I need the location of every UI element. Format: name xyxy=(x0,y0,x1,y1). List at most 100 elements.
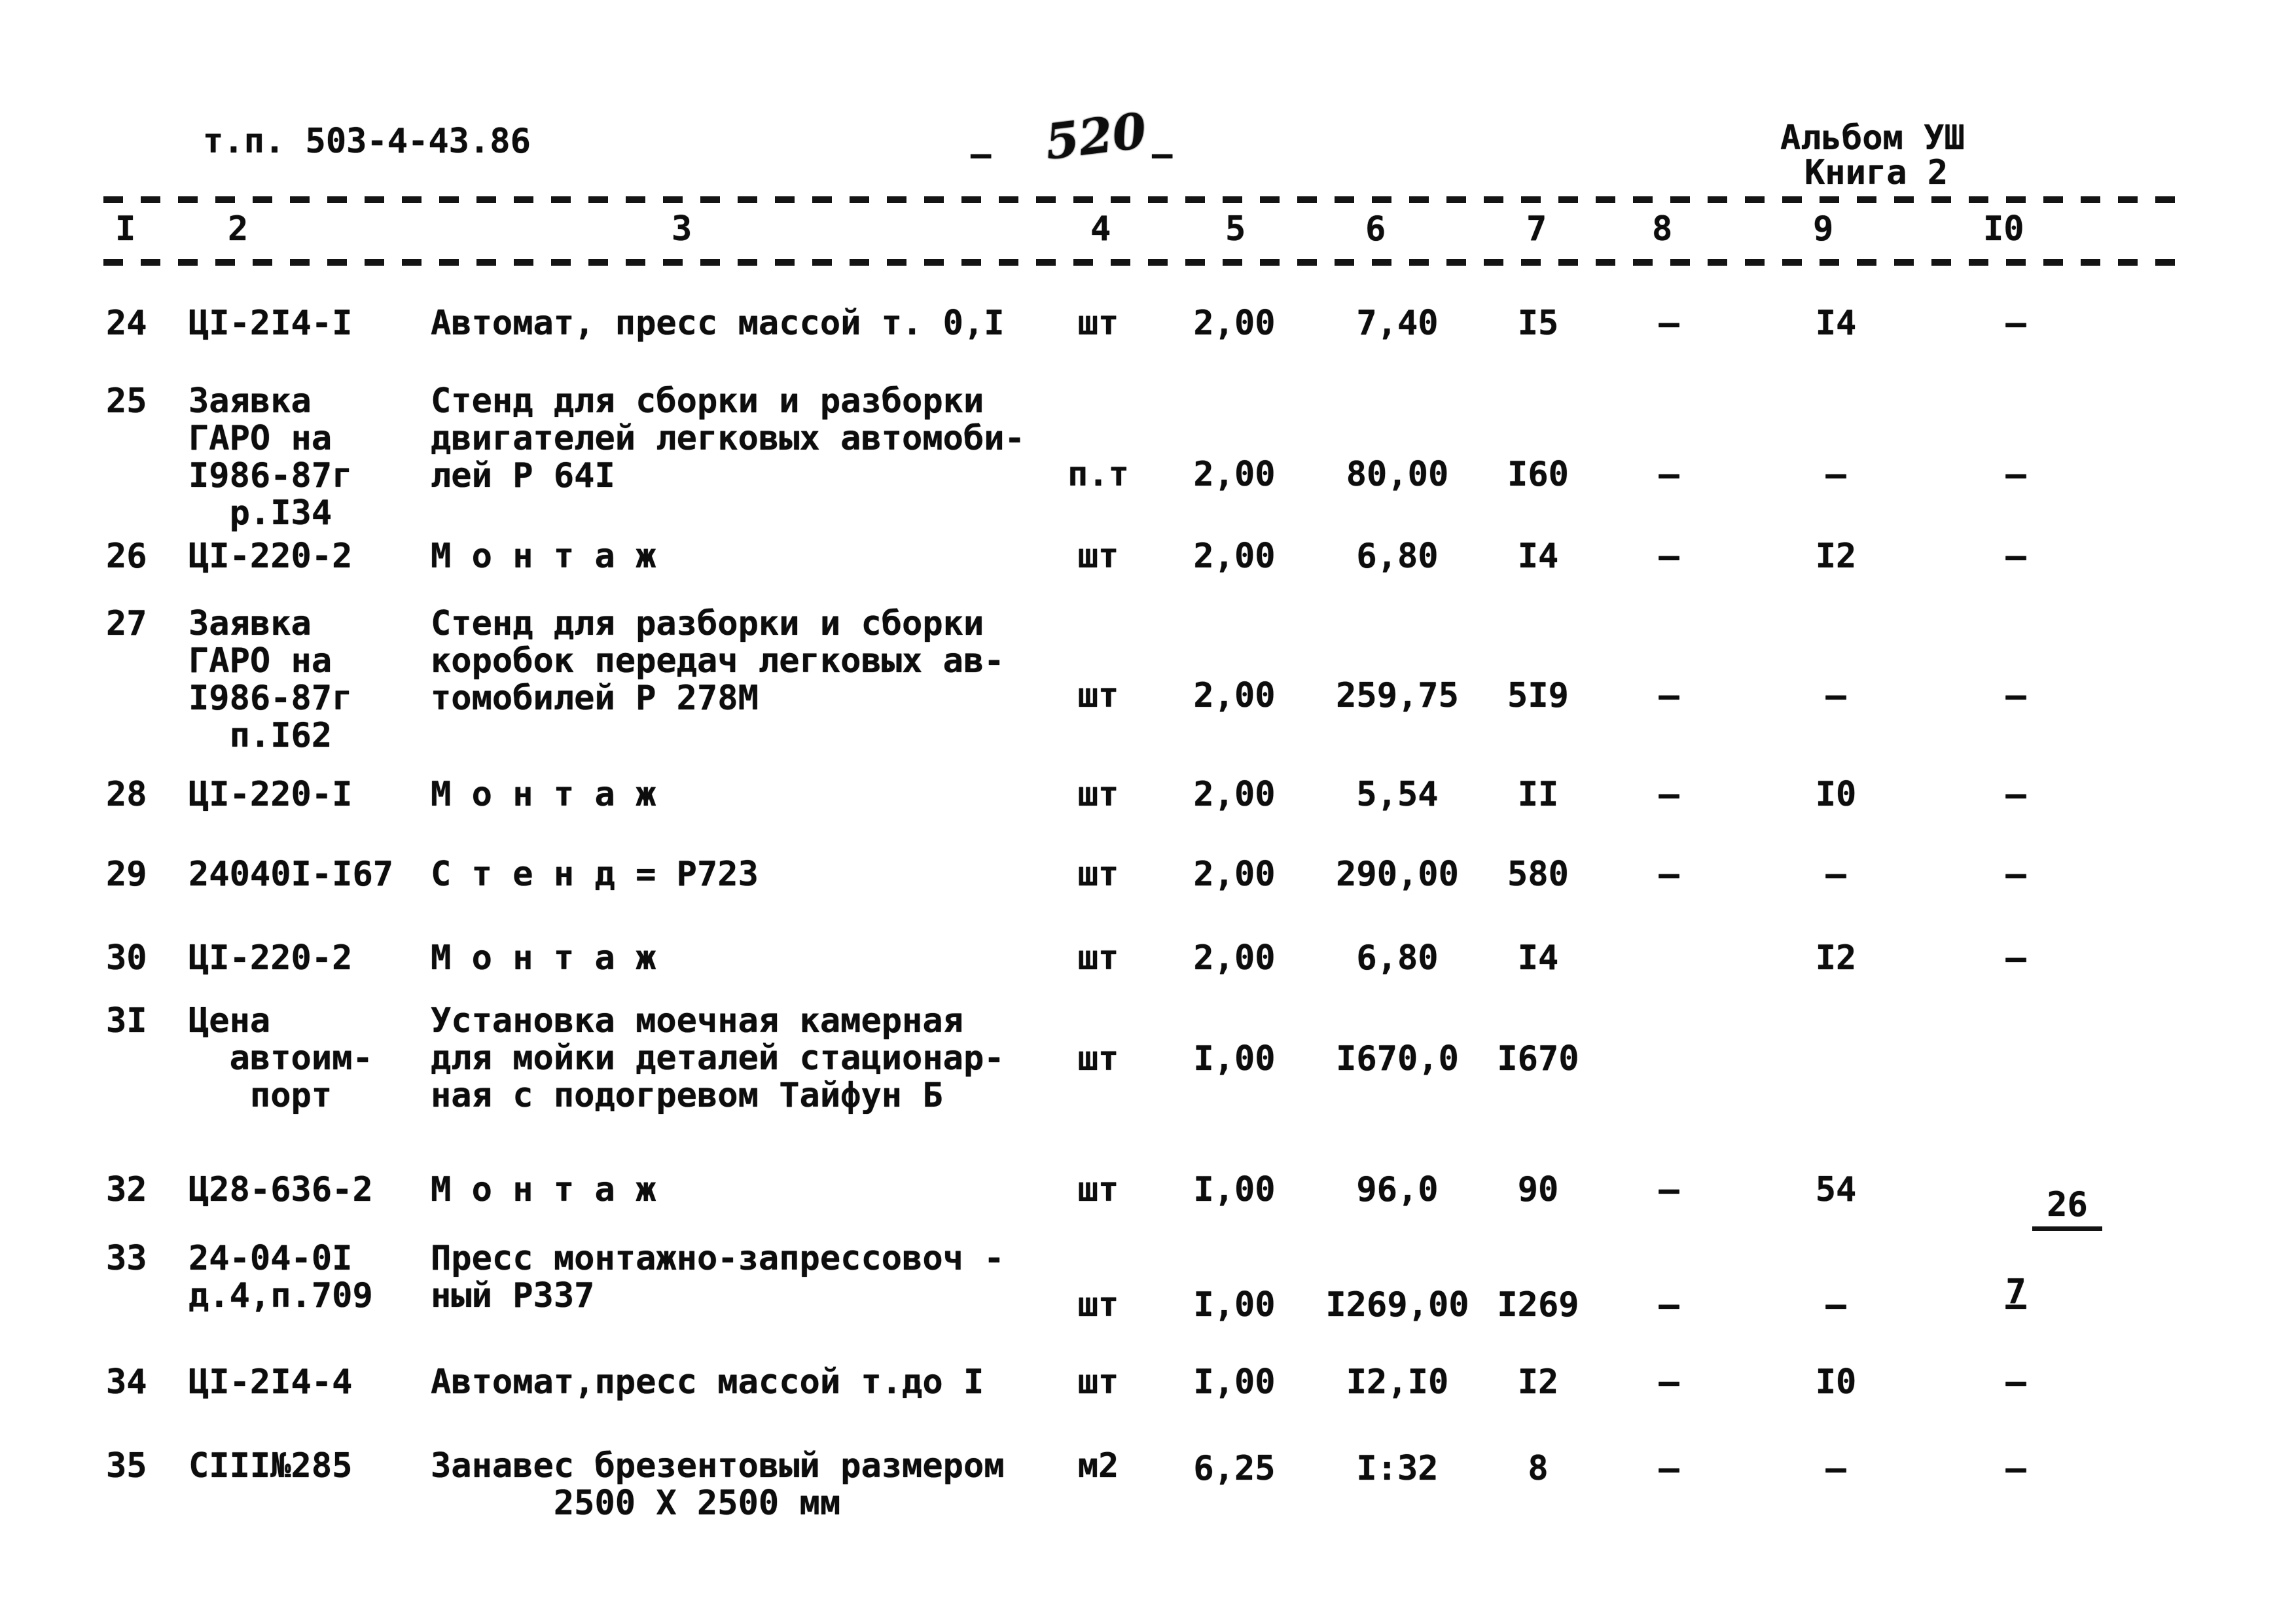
cell-unit: шт xyxy=(1077,304,1119,343)
cell-desc: М о н т а ж xyxy=(431,1170,656,1209)
cell-col9: I4 xyxy=(1815,304,1857,343)
cell-col8: – xyxy=(1659,676,1679,715)
cell-unit: шт xyxy=(1077,1285,1119,1325)
column-number-3: 3 xyxy=(672,209,692,249)
cell-qty: 2,00 xyxy=(1193,455,1276,494)
cell-unit: шт xyxy=(1077,775,1119,814)
cell-no: 33 xyxy=(106,1239,147,1278)
cell-unit: шт xyxy=(1077,1039,1119,1079)
cell-col8: – xyxy=(1659,775,1679,814)
cell-code: Цена автоим- порт xyxy=(188,1001,373,1115)
ruler-dash-line-bottom xyxy=(103,259,2178,266)
cell-price: 96,0 xyxy=(1356,1170,1439,1209)
cell-col10: – xyxy=(2005,1449,2026,1488)
column-number-7: 7 xyxy=(1526,209,1547,249)
cell-desc: Автомат, пресс массой т. 0,I xyxy=(431,304,1005,343)
cell-qty: 2,00 xyxy=(1193,938,1276,978)
cell-total: I60 xyxy=(1507,455,1569,494)
cell-col8: – xyxy=(1659,1285,1679,1325)
cell-qty: 2,00 xyxy=(1193,775,1276,814)
cell-no: 34 xyxy=(106,1363,147,1402)
column-number-5: 5 xyxy=(1225,209,1246,249)
cell-col10: – xyxy=(2005,1363,2026,1402)
cell-qty: 2,00 xyxy=(1193,537,1276,576)
cell-col9: – xyxy=(1825,855,1846,894)
cell-price: 290,00 xyxy=(1336,855,1459,894)
cell-unit: шт xyxy=(1077,855,1119,894)
cell-qty: 2,00 xyxy=(1193,676,1276,715)
cell-total: 8 xyxy=(1528,1449,1549,1488)
cell-unit: шт xyxy=(1077,1363,1119,1402)
column-number-8: 8 xyxy=(1652,209,1673,249)
cell-total: I670 xyxy=(1497,1039,1579,1079)
cell-code: Заявка ГАРО на I986-87г р.I34 xyxy=(188,382,353,533)
page-dash-left: – xyxy=(971,135,992,174)
cell-total: I2 xyxy=(1517,1363,1559,1402)
cell-col9: I0 xyxy=(1815,775,1857,814)
cell-unit: шт xyxy=(1077,938,1119,978)
cell-total: I5 xyxy=(1517,304,1559,343)
cell-desc: М о н т а ж xyxy=(431,775,656,814)
cell-price: I:32 xyxy=(1356,1449,1439,1488)
cell-unit: п.т xyxy=(1067,455,1129,494)
cell-no: 29 xyxy=(106,855,147,894)
cell-total: I269 xyxy=(1497,1285,1579,1325)
cell-price: 6,80 xyxy=(1356,938,1439,978)
cell-unit: м2 xyxy=(1077,1446,1119,1486)
cell-code: СIII№285 xyxy=(188,1446,353,1486)
cell-code: ЦI-2I4-4 xyxy=(188,1363,353,1402)
cell-col9: – xyxy=(1825,676,1846,715)
cell-col8: – xyxy=(1659,455,1679,494)
cell-no: 3I xyxy=(106,1001,147,1041)
column-number-6: 6 xyxy=(1365,209,1386,249)
cell-col9: I2 xyxy=(1815,938,1857,978)
cell-desc: Автомат,пресс массой т.до I xyxy=(431,1363,984,1402)
cell-code: 24-04-0I д.4,п.709 xyxy=(188,1239,373,1315)
cell-col9: 54 xyxy=(1815,1170,1857,1209)
column-number-10: I0 xyxy=(1983,209,2024,249)
cell-price: 80,00 xyxy=(1346,455,1449,494)
cell-code: ЦI-2I4-I xyxy=(188,304,353,343)
cell-col10: – xyxy=(2005,676,2026,715)
cell-desc: М о н т а ж xyxy=(431,537,656,576)
cell-unit: шт xyxy=(1077,1170,1119,1209)
cell-no: 24 xyxy=(106,304,147,343)
cell-price: 7,40 xyxy=(1356,304,1439,343)
cell-code: ЦI-220-2 xyxy=(188,537,353,576)
cell-desc: Занавес брезентовый размером 2500 Х 2500… xyxy=(431,1446,1005,1523)
cell-price: 259,75 xyxy=(1336,676,1459,715)
cell-col10: – xyxy=(2005,537,2026,576)
fraction-denominator: 7 xyxy=(2005,1272,2026,1311)
cell-no: 27 xyxy=(106,604,147,643)
cell-qty: 2,00 xyxy=(1193,855,1276,894)
cell-col8: – xyxy=(1659,1363,1679,1402)
cell-col9: I2 xyxy=(1815,537,1857,576)
cell-total: 90 xyxy=(1517,1170,1559,1209)
cell-qty: I,00 xyxy=(1193,1363,1276,1402)
cell-desc: Установка моечная камерная для мойки дет… xyxy=(431,1001,1005,1115)
cell-code: 24040I-I67 xyxy=(188,855,394,894)
cell-code: ЦI-220-I xyxy=(188,775,353,814)
cell-desc: Пресс монтажно-запрессовоч - ный Р337 xyxy=(431,1239,1005,1315)
cell-total: 580 xyxy=(1507,855,1569,894)
cell-no: 32 xyxy=(106,1170,147,1209)
page-dash-right: – xyxy=(1152,135,1173,174)
cell-no: 25 xyxy=(106,382,147,421)
cell-unit: шт xyxy=(1077,676,1119,715)
cell-col8: – xyxy=(1659,855,1679,894)
cell-col9: – xyxy=(1825,455,1846,494)
cell-col10: – xyxy=(2005,455,2026,494)
cell-no: 26 xyxy=(106,537,147,576)
column-number-4: 4 xyxy=(1090,209,1111,249)
column-number-2: 2 xyxy=(228,209,249,249)
column-number-1: I xyxy=(115,209,136,249)
cell-desc: Стенд для разборки и сборки коробок пере… xyxy=(431,604,1005,718)
cell-no: 30 xyxy=(106,938,147,978)
cell-price: I670,0 xyxy=(1336,1039,1459,1079)
ruler-dash-line-top xyxy=(103,196,2178,203)
cell-price: I2,I0 xyxy=(1346,1363,1449,1402)
cell-price: I269,00 xyxy=(1325,1285,1469,1325)
book-label: Книга 2 xyxy=(1804,153,1948,192)
cell-qty: 6,25 xyxy=(1193,1449,1276,1488)
